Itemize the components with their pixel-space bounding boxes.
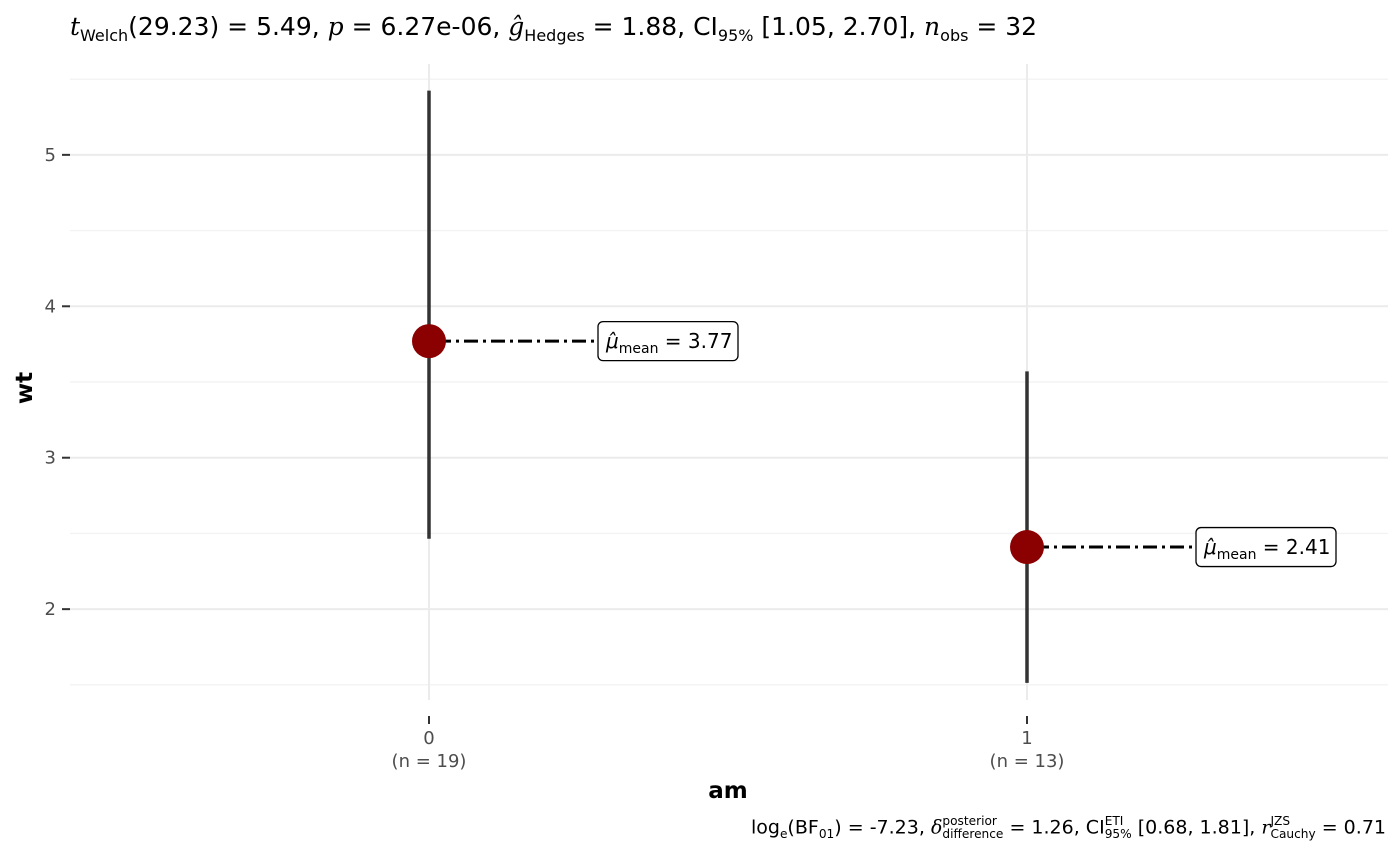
x-tick-label: 1	[1021, 728, 1032, 749]
n-observations: = 32	[968, 12, 1038, 41]
mean-label-box	[1195, 526, 1337, 568]
y-tick-label: 4	[45, 296, 56, 317]
n-subscript: obs	[940, 26, 969, 45]
delta-subscript: difference	[942, 826, 1004, 841]
delta-scripts: posterior difference	[942, 815, 1003, 841]
axes: 2 3 4 5 0(n = 19) 1(n = 13) am wt	[12, 145, 1064, 804]
credible-interval: [0.68, 1.81],	[1131, 816, 1262, 839]
r-symbol: r	[1261, 816, 1271, 839]
p-value: = 6.27e-06,	[343, 12, 509, 41]
ci-superscript: ETI	[1104, 814, 1124, 828]
x-axis-title: am	[708, 778, 748, 804]
mean-labels: μ̂mean = 3.77 μ̂mean = 2.41	[597, 320, 1337, 568]
x-tick-label: 0	[423, 728, 434, 749]
g-symbol: ĝ	[508, 12, 525, 41]
mean-point-0	[412, 324, 446, 359]
posterior-difference: = 1.26, CI	[1003, 816, 1105, 839]
ci-subscript: 95%	[1104, 826, 1132, 841]
n-symbol: n	[924, 12, 941, 41]
plot-subtitle: tWelch(29.23) = 5.49, p = 6.27e-06, ĝHed…	[70, 12, 1037, 45]
t-subscript: Welch	[80, 26, 129, 45]
t-symbol: t	[70, 12, 81, 41]
bayes-factor: ) = -7.23,	[834, 816, 931, 839]
grid-lines	[70, 64, 1388, 700]
mean-label-text: μ̂mean = 2.41	[1203, 535, 1330, 563]
y-tick-label: 3	[45, 448, 56, 469]
y-tick-label: 5	[45, 145, 56, 166]
bf-subscript: 01	[818, 827, 835, 842]
bf-text: (BF	[787, 816, 819, 839]
r-scripts: JZS Cauchy	[1270, 815, 1315, 841]
mean-label-1: μ̂mean = 2.41	[1195, 526, 1337, 568]
r-superscript: JZS	[1270, 814, 1291, 828]
r-subscript: Cauchy	[1270, 826, 1316, 841]
mean-connectors	[437, 339, 1196, 549]
t-statistic: (29.23) = 5.49,	[128, 12, 328, 41]
y-tick-label: 2	[45, 599, 56, 620]
ci-scripts: ETI 95%	[1105, 815, 1132, 841]
y-axis-title: wt	[12, 372, 38, 404]
effect-size: = 1.88, CI	[584, 12, 718, 41]
prior-width: = 0.71	[1315, 816, 1386, 839]
ci-subscript: 95%	[717, 26, 754, 45]
plot-caption: loge(BF01) = -7.23, δ posterior difference…	[751, 815, 1386, 841]
mean-point-1	[1010, 530, 1044, 565]
log-text: log	[750, 816, 780, 839]
g-subscript: Hedges	[524, 26, 585, 45]
data-ranges	[427, 90, 1029, 683]
x-tick-count: (n = 13)	[990, 751, 1065, 772]
x-tick-count: (n = 19)	[392, 751, 467, 772]
p-symbol: p	[327, 12, 344, 41]
confidence-interval: [1.05, 2.70],	[753, 12, 925, 41]
mean-points	[412, 324, 1044, 565]
mean-label-0: μ̂mean = 3.77	[597, 320, 739, 362]
mean-label-box	[597, 320, 739, 362]
mean-label-text: μ̂mean = 3.77	[605, 329, 732, 357]
log-subscript: e	[779, 827, 788, 842]
delta-symbol: δ	[930, 816, 943, 839]
delta-superscript: posterior	[942, 814, 997, 828]
